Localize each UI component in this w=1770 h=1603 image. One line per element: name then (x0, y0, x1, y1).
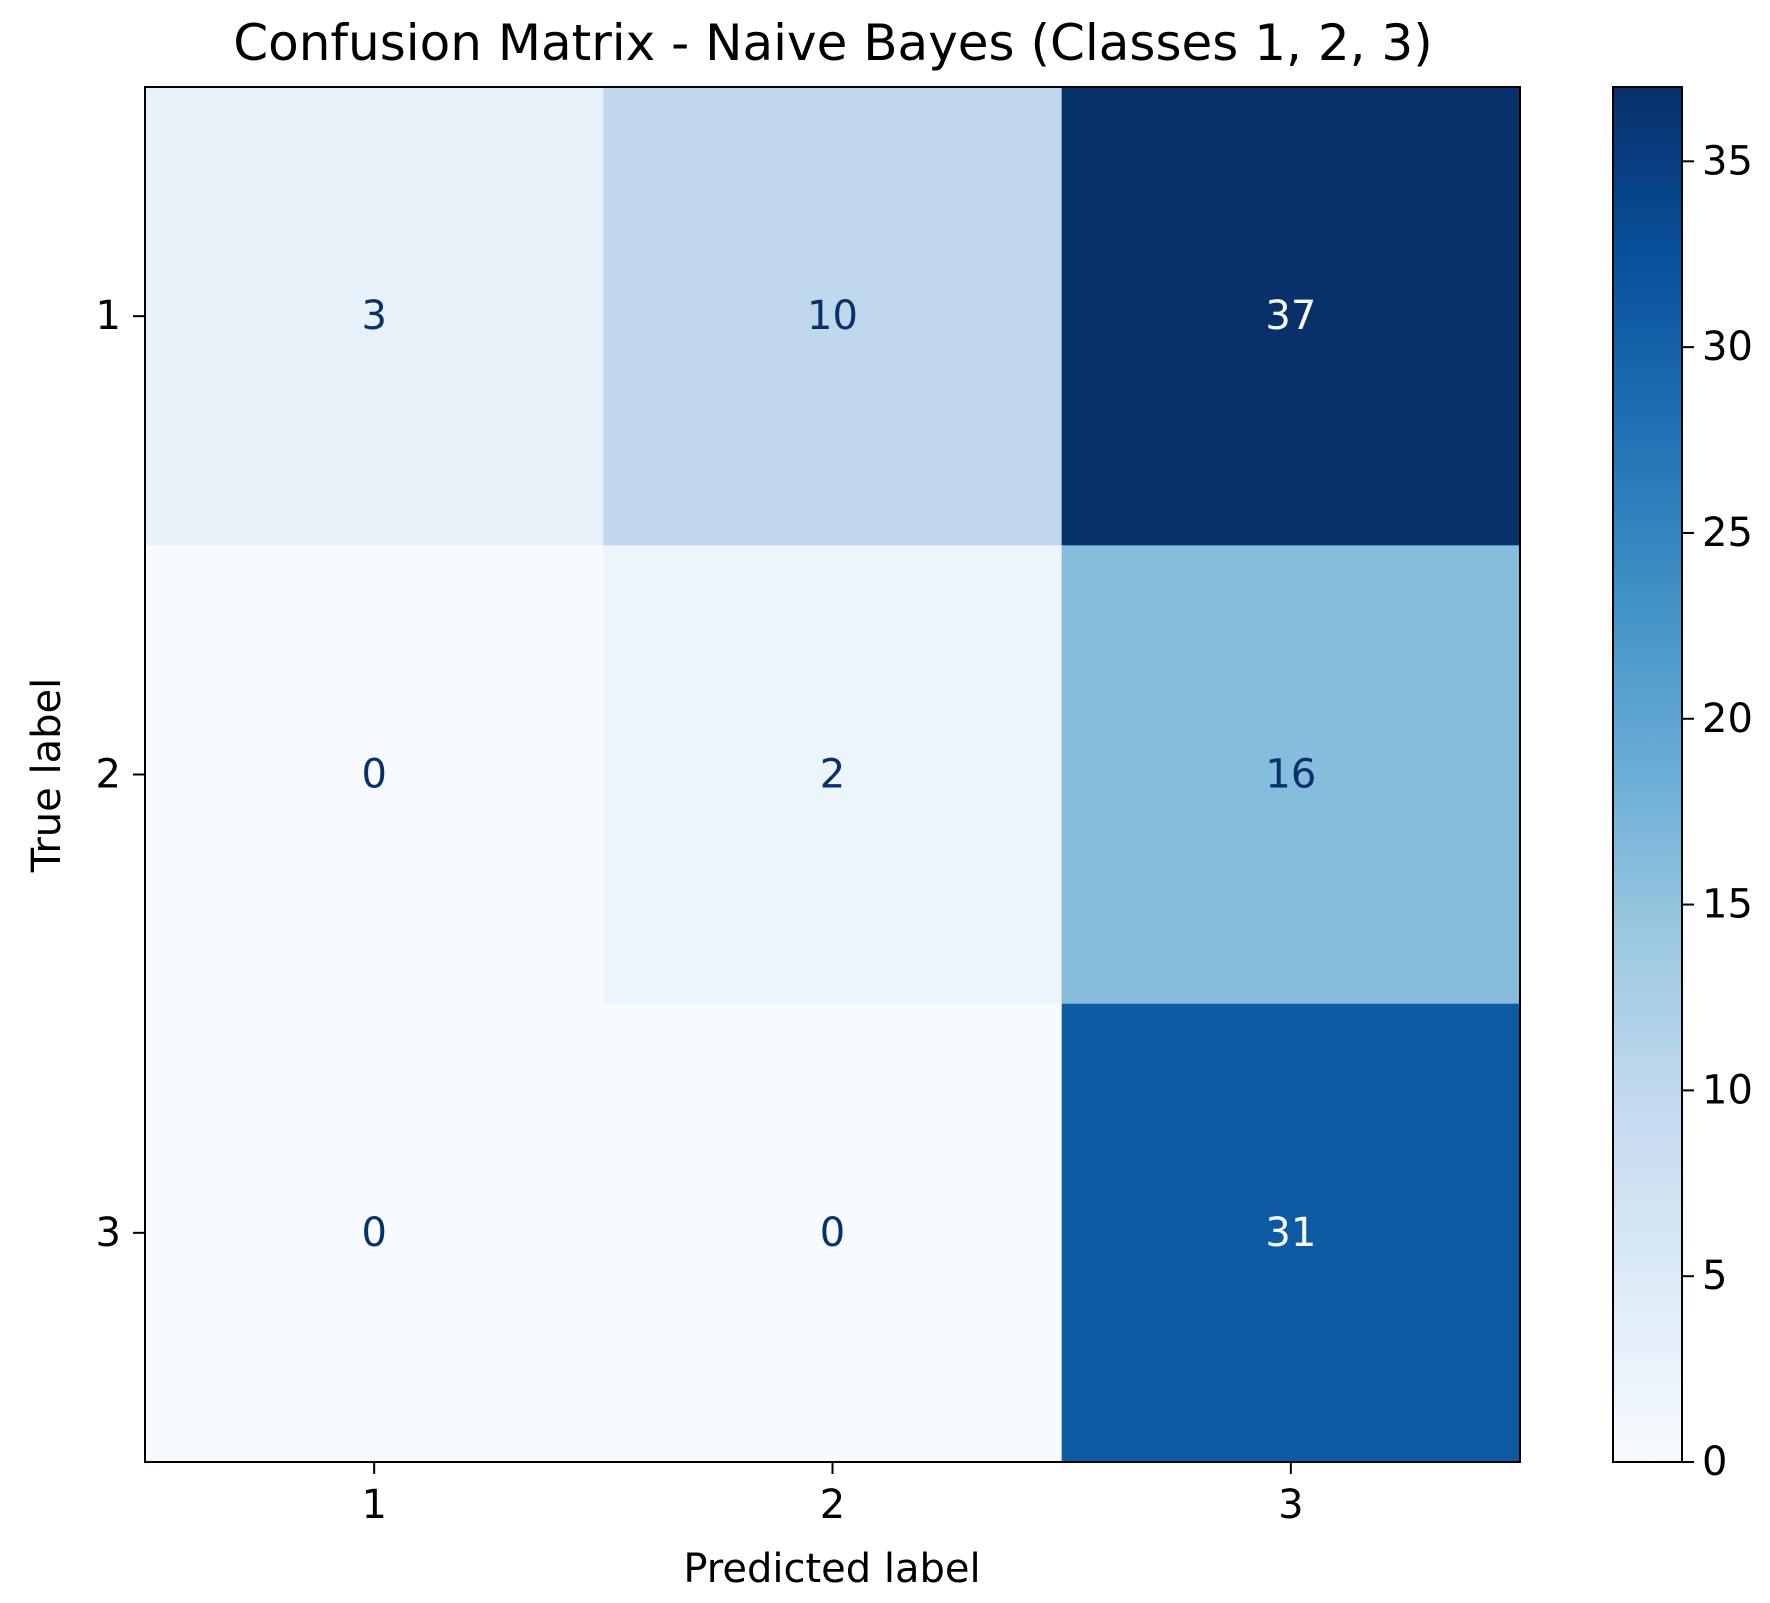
heatmap-cell (603, 87, 1063, 546)
heatmap-cell-value: 3 (361, 293, 386, 339)
heatmap-cell (1061, 1003, 1521, 1463)
heatmap-cell-value: 37 (1265, 293, 1316, 339)
y-axis-label: True label (24, 678, 70, 873)
x-tick-label: 3 (1278, 1482, 1303, 1528)
colorbar-ticks: 0 5 10 15 20 25 30 35 (1682, 138, 1753, 1485)
colorbar-tick-label: 25 (1702, 510, 1753, 556)
heatmap-cell (603, 545, 1063, 1005)
colorbar-tick-label: 20 (1702, 696, 1753, 742)
y-tick-label: 1 (96, 293, 121, 339)
heatmap-cell-value: 0 (820, 1210, 845, 1256)
x-axis-label: Predicted label (683, 1546, 980, 1592)
colorbar-tick-label: 30 (1702, 324, 1753, 370)
heatmap-cell-labels: 3 10 37 0 2 16 0 0 31 (361, 293, 1316, 1256)
y-tick-label: 3 (96, 1210, 121, 1256)
colorbar-tick-label: 0 (1702, 1439, 1727, 1485)
y-axis-ticks: 1 2 3 (96, 293, 145, 1256)
heatmap-cell-value: 31 (1265, 1210, 1316, 1256)
x-axis-ticks: 1 2 3 (361, 1462, 1304, 1528)
heatmap-cell (145, 1003, 604, 1463)
x-tick-label: 1 (361, 1482, 386, 1528)
heatmap-cell (145, 545, 604, 1005)
heatmap-cell-value: 2 (820, 752, 845, 798)
heatmap-cell-value: 10 (807, 293, 858, 339)
heatmap-cell (1061, 545, 1521, 1005)
chart-title: Confusion Matrix - Naive Bayes (Classes … (233, 14, 1433, 72)
colorbar-tick-label: 10 (1702, 1067, 1753, 1113)
y-tick-label: 2 (96, 752, 121, 798)
heatmap-cell (603, 1003, 1063, 1463)
heatmap-cell (145, 87, 604, 546)
heatmap-cell-value: 0 (361, 752, 386, 798)
heatmap-cells (145, 87, 1521, 1463)
heatmap-cell (1061, 87, 1521, 546)
colorbar (1612, 86, 1683, 1463)
colorbar-tick-label: 15 (1702, 882, 1753, 928)
colorbar-tick-label: 35 (1702, 138, 1753, 184)
colorbar-tick-label: 5 (1702, 1253, 1727, 1299)
heatmap-cell-value: 0 (361, 1210, 386, 1256)
heatmap-cell-value: 16 (1265, 752, 1316, 798)
x-tick-label: 2 (820, 1482, 845, 1528)
